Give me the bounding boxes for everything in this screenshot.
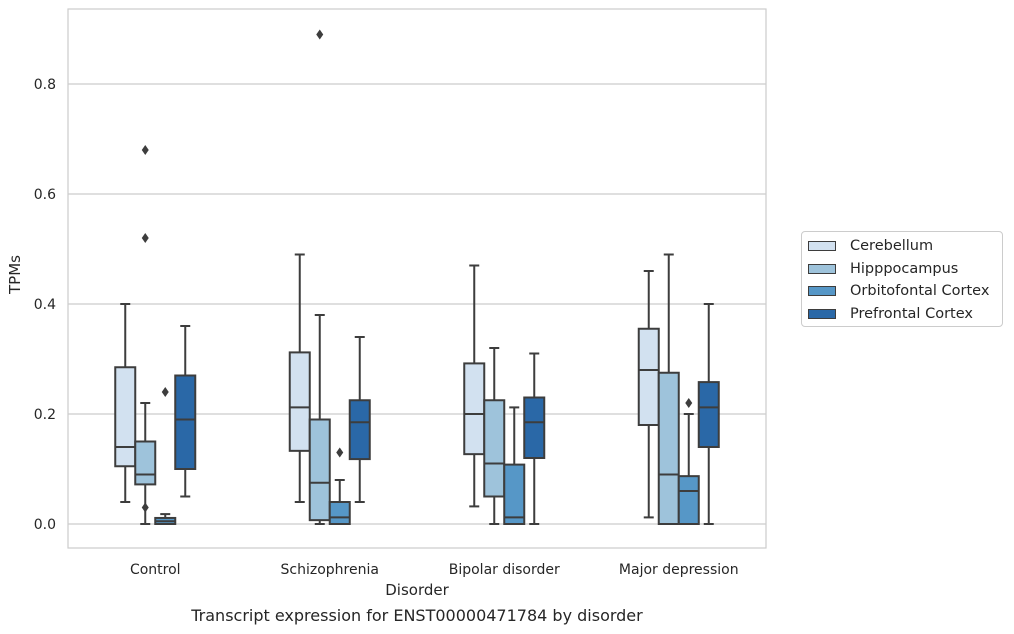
box-iqr <box>523 396 546 459</box>
box-iqr <box>657 371 680 525</box>
series-prefrontal-cortex <box>174 303 720 525</box>
box-element <box>308 29 331 525</box>
x-tick-label: Major depression <box>619 562 739 578</box>
legend-swatch <box>808 286 836 297</box>
outlier-point <box>141 233 149 243</box>
legend-item: Hipppocampus <box>808 258 1002 281</box>
box-iqr <box>348 399 371 461</box>
box-iqr <box>308 418 331 522</box>
box-element <box>348 336 371 503</box>
legend-label: Prefrontal Cortex <box>850 305 973 322</box>
box-element <box>483 347 506 525</box>
box-iqr <box>677 475 700 525</box>
legend-swatch <box>808 241 836 252</box>
y-axis-label: TPMs <box>6 255 24 295</box>
box-element <box>637 270 660 519</box>
box-iqr <box>328 501 351 525</box>
box-element <box>657 253 680 525</box>
x-tick-label: Bipolar disorder <box>449 562 560 578</box>
box-element <box>154 387 177 526</box>
legend-item: Orbitofontal Cortex <box>808 280 1002 303</box>
x-tick-label: Schizophrenia <box>281 562 379 578</box>
y-axis-ticks: 0.0 0.2 0.4 0.6 0.8 <box>34 77 56 533</box>
x-tick-label: Control <box>130 562 181 578</box>
box-element <box>677 398 700 525</box>
legend-item: Prefrontal Cortex <box>808 303 1002 326</box>
box-element <box>174 325 197 498</box>
legend-swatch <box>808 263 836 274</box>
box-iqr <box>134 440 157 486</box>
series-hipppocampus <box>134 29 680 525</box>
outlier-point <box>685 398 693 408</box>
box-iqr <box>637 327 660 426</box>
x-axis-label: Disorder <box>385 581 449 599</box>
box-element <box>697 303 720 525</box>
legend-label: Orbitofontal Cortex <box>850 283 990 300</box>
legend-item: Cerebellum <box>808 235 1002 258</box>
box-iqr <box>483 399 506 498</box>
y-tick-label: 0.4 <box>34 297 56 313</box>
series-orbitofontal-cortex <box>154 387 700 526</box>
outlier-point <box>336 447 344 458</box>
y-tick-label: 0.2 <box>34 407 56 423</box>
box-element <box>328 447 351 525</box>
legend: Cerebellum Hipppocampus Orbitofontal Corte… <box>801 231 1003 327</box>
box-element <box>503 406 526 526</box>
outlier-point <box>141 145 149 155</box>
x-axis-ticks: Control Schizophrenia Bipolar disorder Majo… <box>130 562 739 578</box>
y-tick-label: 0.6 <box>34 187 56 203</box>
outlier-point <box>141 502 149 513</box>
outlier-point <box>161 387 169 397</box>
boxplot-series <box>114 29 720 526</box>
legend-swatch <box>808 308 836 319</box>
plot-area-frame <box>67 8 767 549</box>
box-iqr <box>503 463 526 526</box>
legend-label: Cerebellum <box>850 238 934 255</box>
box-element <box>288 253 311 503</box>
box-iqr <box>697 381 720 449</box>
box-element <box>134 145 157 525</box>
box-element <box>114 303 137 503</box>
y-tick-label: 0.8 <box>34 77 56 93</box>
box-iqr <box>114 366 137 468</box>
box-iqr <box>463 362 486 456</box>
y-tick-label: 0.0 <box>34 517 56 533</box>
outlier-point <box>316 29 324 40</box>
series-cerebellum <box>114 253 660 519</box>
box-element <box>523 352 546 525</box>
box-iqr <box>174 374 197 470</box>
legend-label: Hipppocampus <box>850 260 959 277</box>
box-iqr <box>288 351 311 452</box>
chart-caption: Transcript expression for ENST0000047178… <box>191 606 643 625</box>
box-element <box>463 264 486 508</box>
